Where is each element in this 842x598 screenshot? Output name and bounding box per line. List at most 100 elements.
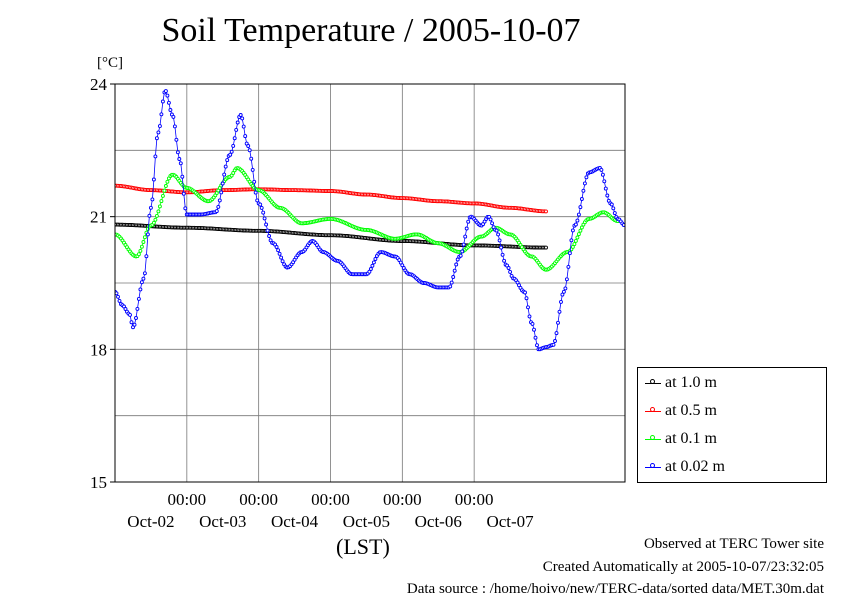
- data-point: [448, 284, 453, 289]
- data-point: [603, 186, 608, 191]
- data-point: [458, 253, 463, 258]
- data-point: [532, 327, 536, 332]
- data-point: [156, 209, 161, 214]
- data-point: [368, 267, 373, 271]
- data-point: [279, 255, 284, 260]
- data-point: [508, 269, 513, 274]
- x-tick-label: 00:00: [239, 490, 278, 509]
- data-point: [136, 296, 141, 301]
- data-point: [570, 228, 575, 233]
- data-point: [449, 280, 454, 285]
- data-point: [466, 219, 471, 224]
- data-point: [506, 266, 511, 270]
- data-point: [573, 222, 578, 227]
- data-point: [460, 249, 465, 254]
- data-point: [605, 193, 610, 198]
- data-point: [560, 292, 565, 297]
- data-point: [228, 152, 233, 157]
- x-tick-label: 00:00: [455, 490, 494, 509]
- data-point: [496, 232, 501, 237]
- data-point: [464, 226, 469, 231]
- chart-title: Soil Temperature / 2005-10-07: [161, 12, 581, 49]
- data-point: [564, 277, 569, 282]
- data-point: [240, 116, 245, 121]
- data-point: [576, 212, 581, 217]
- data-point: [556, 320, 560, 325]
- footer-source: Data source : /home/hoivo/new/TERC-data/…: [406, 581, 824, 597]
- data-point: [160, 99, 165, 104]
- data-point: [145, 232, 150, 237]
- data-point: [129, 320, 134, 325]
- data-point: [599, 167, 604, 172]
- data-point: [222, 172, 227, 177]
- data-point: [258, 202, 263, 207]
- data-point: [262, 216, 267, 221]
- data-point: [371, 260, 376, 265]
- date-label: Oct-03: [199, 512, 246, 531]
- data-point: [250, 167, 255, 172]
- data-point: [463, 234, 468, 239]
- data-point: [451, 275, 456, 279]
- data-point: [183, 206, 188, 211]
- data-point: [249, 156, 254, 161]
- data-point: [611, 206, 616, 211]
- y-tick-label: 18: [90, 340, 107, 359]
- date-label: Oct-05: [343, 512, 390, 531]
- data-point: [253, 190, 258, 195]
- legend-label: at 0.02 m: [665, 458, 725, 475]
- data-point: [573, 238, 578, 243]
- data-point: [231, 143, 236, 148]
- y-tick-label: 21: [90, 208, 107, 227]
- data-point: [370, 263, 375, 268]
- data-point: [175, 150, 180, 155]
- x-tick-label: 00:00: [311, 490, 350, 509]
- series-at-0-1-m: [115, 166, 620, 272]
- data-point: [502, 258, 507, 263]
- data-point: [243, 134, 248, 139]
- data-point: [153, 154, 158, 159]
- data-point: [563, 286, 568, 291]
- date-label: Oct-07: [486, 512, 534, 531]
- grid-lines: [115, 83, 625, 483]
- data-point: [265, 228, 270, 233]
- data-point: [135, 306, 140, 311]
- data-point: [255, 198, 260, 203]
- data-point: [159, 112, 164, 117]
- x-tick-label: 00:00: [167, 490, 206, 509]
- legend: at 1.0 m at 0.5 m at 0.1 m at 0.02 m: [637, 367, 827, 483]
- data-point: [267, 234, 272, 238]
- plot-frame: [114, 83, 626, 483]
- data-point: [582, 181, 587, 186]
- data-point: [452, 268, 457, 273]
- legend-item-05m: at 0.5 m: [638, 401, 828, 421]
- data-point: [524, 296, 529, 301]
- legend-label: at 0.5 m: [665, 402, 717, 419]
- data-point: [159, 199, 164, 204]
- data-point: [497, 238, 502, 243]
- data-point: [494, 228, 499, 233]
- data-point: [576, 232, 581, 237]
- date-label: Oct-04: [271, 512, 319, 531]
- data-point: [117, 298, 122, 303]
- data-point: [147, 213, 152, 218]
- data-point: [246, 144, 251, 148]
- y-tick-label: 24: [90, 75, 108, 94]
- data-point: [488, 217, 493, 222]
- data-point: [566, 264, 571, 269]
- data-point: [229, 149, 234, 154]
- data-point: [142, 271, 147, 276]
- data-point: [609, 202, 614, 207]
- data-point: [276, 248, 281, 253]
- data-point: [219, 190, 224, 195]
- data-point: [575, 235, 580, 240]
- data-point: [553, 339, 557, 343]
- data-point: [144, 254, 149, 259]
- series-layer: [115, 89, 625, 352]
- data-point: [570, 244, 575, 249]
- data-point: [554, 331, 559, 336]
- data-point: [136, 252, 141, 257]
- series-at-1-0-m: [115, 222, 548, 250]
- data-point: [217, 198, 222, 203]
- data-point: [154, 213, 159, 218]
- data-point: [454, 262, 459, 267]
